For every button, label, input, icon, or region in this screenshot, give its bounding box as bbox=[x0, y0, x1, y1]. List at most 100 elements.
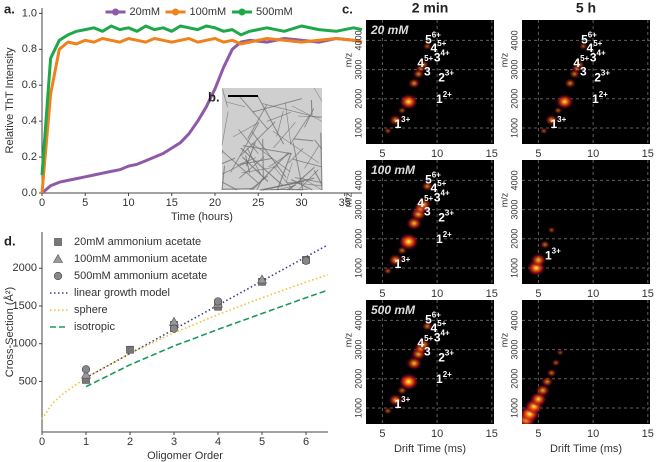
peak bbox=[551, 359, 561, 367]
marker-triangle bbox=[256, 274, 268, 284]
charge-annotation: 56+ bbox=[425, 31, 441, 47]
marker-square bbox=[54, 238, 62, 246]
marker-triangle bbox=[52, 253, 64, 263]
charge-annotation: 56+ bbox=[581, 31, 597, 47]
charge-state: 3+ bbox=[601, 68, 610, 77]
oligomer-number: 3 bbox=[590, 51, 597, 65]
x-tick-label: 15 bbox=[642, 148, 654, 160]
y-tick-label: 1000 bbox=[353, 398, 363, 418]
charge-state: 4+ bbox=[441, 49, 450, 58]
y-axis-label: m/z bbox=[499, 52, 509, 67]
charge-state: 2+ bbox=[599, 90, 608, 99]
x-axis-label: Oligomer Order bbox=[147, 450, 223, 462]
fibril bbox=[304, 108, 315, 128]
fibril bbox=[270, 188, 303, 191]
legend-label: 100mM ammonium acetate bbox=[74, 253, 207, 265]
model-line bbox=[85, 289, 329, 388]
charge-state: 3+ bbox=[445, 348, 454, 357]
fibril bbox=[268, 152, 291, 168]
charge-state: 4+ bbox=[597, 49, 606, 58]
charge-annotation: 12+ bbox=[436, 90, 452, 106]
fibril bbox=[276, 153, 292, 191]
charge-state: 2+ bbox=[443, 90, 452, 99]
column-title: 5 h bbox=[576, 0, 596, 16]
charge-annotation: 45+ bbox=[573, 54, 589, 70]
legend-label: linear growth model bbox=[74, 287, 170, 299]
peak bbox=[546, 368, 557, 378]
charge-annotation: 45+ bbox=[431, 319, 447, 335]
plot-background bbox=[366, 20, 494, 144]
peak bbox=[541, 376, 554, 387]
panel-label: b. bbox=[208, 89, 220, 104]
fibril bbox=[247, 104, 268, 139]
oligomer-number: 1 bbox=[545, 248, 552, 262]
oligomer-number: 1 bbox=[394, 397, 401, 411]
charge-annotation: 23+ bbox=[594, 68, 610, 84]
y-tick-label: 3000 bbox=[353, 60, 363, 80]
charge-annotation: 34+ bbox=[590, 49, 606, 65]
y-tick-label: 4000 bbox=[353, 170, 363, 190]
charge-annotation: 12+ bbox=[592, 90, 608, 106]
charge-state: 3+ bbox=[557, 115, 566, 124]
marker-circle bbox=[169, 324, 179, 333]
charge-annotation: 13+ bbox=[550, 115, 566, 131]
charge-state: 6+ bbox=[588, 31, 597, 40]
oligomer-number: 1 bbox=[436, 232, 443, 246]
charge-state: 5+ bbox=[580, 54, 589, 63]
peak bbox=[383, 127, 392, 135]
peak bbox=[564, 78, 576, 89]
oligomer-number: 3 bbox=[424, 345, 431, 359]
oligomer-number: 2 bbox=[438, 71, 445, 85]
peak bbox=[389, 114, 403, 126]
marker-square bbox=[126, 345, 134, 354]
legend-label: sphere bbox=[74, 304, 108, 316]
y-tick-label: 500 bbox=[19, 375, 37, 387]
charge-annotation: 23+ bbox=[438, 68, 454, 84]
peak bbox=[418, 60, 430, 69]
x-tick-label: 1 bbox=[83, 436, 89, 448]
peak bbox=[399, 93, 418, 110]
row-label: 500 mM bbox=[371, 303, 416, 317]
fibril bbox=[272, 165, 294, 191]
fibril bbox=[242, 145, 292, 155]
fibril bbox=[257, 95, 285, 145]
charge-annotation: 3 bbox=[424, 345, 431, 359]
oligomer-number: 4 bbox=[431, 41, 438, 55]
y-tick-label: 2000 bbox=[509, 369, 519, 389]
fibril bbox=[225, 101, 246, 108]
fibril bbox=[222, 88, 228, 108]
x-tick-label: 30 bbox=[295, 197, 307, 209]
y-tick-label: 2000 bbox=[353, 89, 363, 109]
micrograph bbox=[222, 88, 322, 190]
plot-background bbox=[366, 160, 494, 284]
oligomer-number: 1 bbox=[436, 372, 443, 386]
charge-state: 6+ bbox=[432, 311, 441, 320]
charge-state: 3+ bbox=[445, 68, 454, 77]
oligomer-number: 1 bbox=[394, 257, 401, 271]
fibril bbox=[241, 166, 278, 174]
x-tick-label: 10 bbox=[122, 197, 134, 209]
charge-annotation: 3 bbox=[580, 65, 587, 79]
oligomer-number: 1 bbox=[394, 117, 401, 131]
charge-state: 5+ bbox=[424, 54, 433, 63]
fibril bbox=[262, 138, 264, 180]
legend-label: 20mM bbox=[130, 6, 161, 18]
peaks bbox=[526, 226, 556, 276]
y-tick-label: 2000 bbox=[509, 89, 519, 109]
peak bbox=[398, 233, 419, 251]
y-axis-label: Relative ThT Intensity bbox=[4, 47, 16, 153]
peak bbox=[553, 106, 563, 115]
y-tick-label: 1.0 bbox=[22, 7, 37, 19]
peak bbox=[407, 78, 421, 89]
oligomer-number: 3 bbox=[434, 51, 441, 65]
x-tick-label: 15 bbox=[486, 428, 498, 440]
legend-label: 500mM bbox=[256, 6, 293, 18]
fibril bbox=[221, 157, 236, 165]
fibril bbox=[292, 142, 304, 191]
data-line bbox=[40, 24, 363, 176]
panel-label: a. bbox=[4, 1, 15, 16]
y-tick-label: 1000 bbox=[353, 118, 363, 138]
legend-marker bbox=[112, 8, 119, 16]
peak bbox=[556, 349, 565, 356]
oligomer-number: 3 bbox=[580, 65, 587, 79]
